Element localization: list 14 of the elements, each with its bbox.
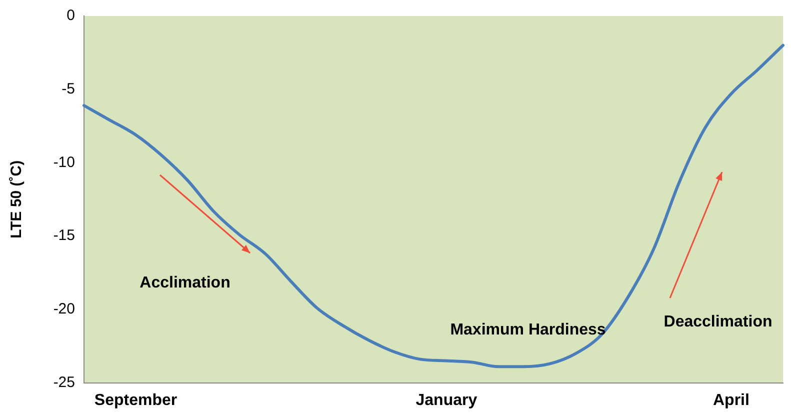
y-tick-label: -25 [53, 374, 75, 391]
y-tick-label: -20 [53, 300, 75, 318]
annotation: Acclimation [140, 274, 230, 292]
y-tick-label: -10 [53, 154, 75, 171]
y-tick-label: 0 [66, 7, 75, 24]
annotation: Maximum Hardiness [450, 321, 606, 338]
y-tick-label: -5 [62, 80, 75, 98]
line-series [82, 44, 784, 368]
annotation: Deacclimation [664, 313, 772, 330]
x-tick-label: April [712, 392, 750, 409]
x-tick-label: January [416, 392, 478, 409]
y-tick-label: -15 [53, 227, 75, 244]
x-tick-label: September [94, 392, 178, 409]
y-axis-title: LTE 50 (˚C) [8, 160, 26, 238]
